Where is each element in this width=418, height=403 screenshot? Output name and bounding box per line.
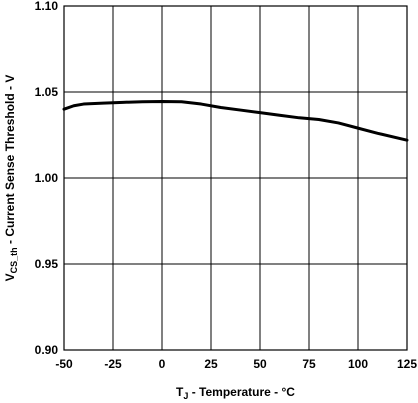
x-tick-label: 50 [253, 357, 267, 371]
y-tick-label: 0.95 [35, 257, 59, 271]
y-tick-label: 1.05 [35, 85, 59, 99]
x-axis-title-sub: J [183, 391, 188, 401]
x-tick-label: 0 [159, 357, 166, 371]
y-tick-label: 1.10 [35, 0, 59, 13]
x-tick-label: 125 [397, 357, 417, 371]
x-tick-label: 75 [302, 357, 316, 371]
y-tick-labels: 0.90 0.95 1.00 1.05 1.10 [35, 0, 59, 357]
x-tick-label: 100 [348, 357, 368, 371]
y-axis-title-main: V [3, 273, 17, 281]
x-axis-title: TJ - Temperature - °C [176, 385, 295, 401]
x-tick-label: -50 [55, 357, 73, 371]
series-layer [62, 99, 409, 142]
x-tick-label: 25 [204, 357, 218, 371]
grid [63, 5, 408, 351]
y-tick-label: 1.00 [35, 171, 59, 185]
plot-frame [63, 5, 408, 351]
y-axis-title-sub: CS_th [9, 247, 19, 273]
y-axis-title-rest: - Current Sense Threshold - V [3, 75, 17, 248]
y-tick-label: 0.90 [35, 343, 59, 357]
x-axis-title-rest: - Temperature - °C [188, 385, 295, 399]
x-tick-label: -25 [104, 357, 122, 371]
series-line [62, 99, 409, 142]
y-axis-title: VCS_th - Current Sense Threshold - V [3, 75, 19, 282]
x-tick-labels: -50 -25 0 25 50 75 100 125 [55, 357, 417, 371]
x-axis-title-main: T [176, 385, 184, 399]
